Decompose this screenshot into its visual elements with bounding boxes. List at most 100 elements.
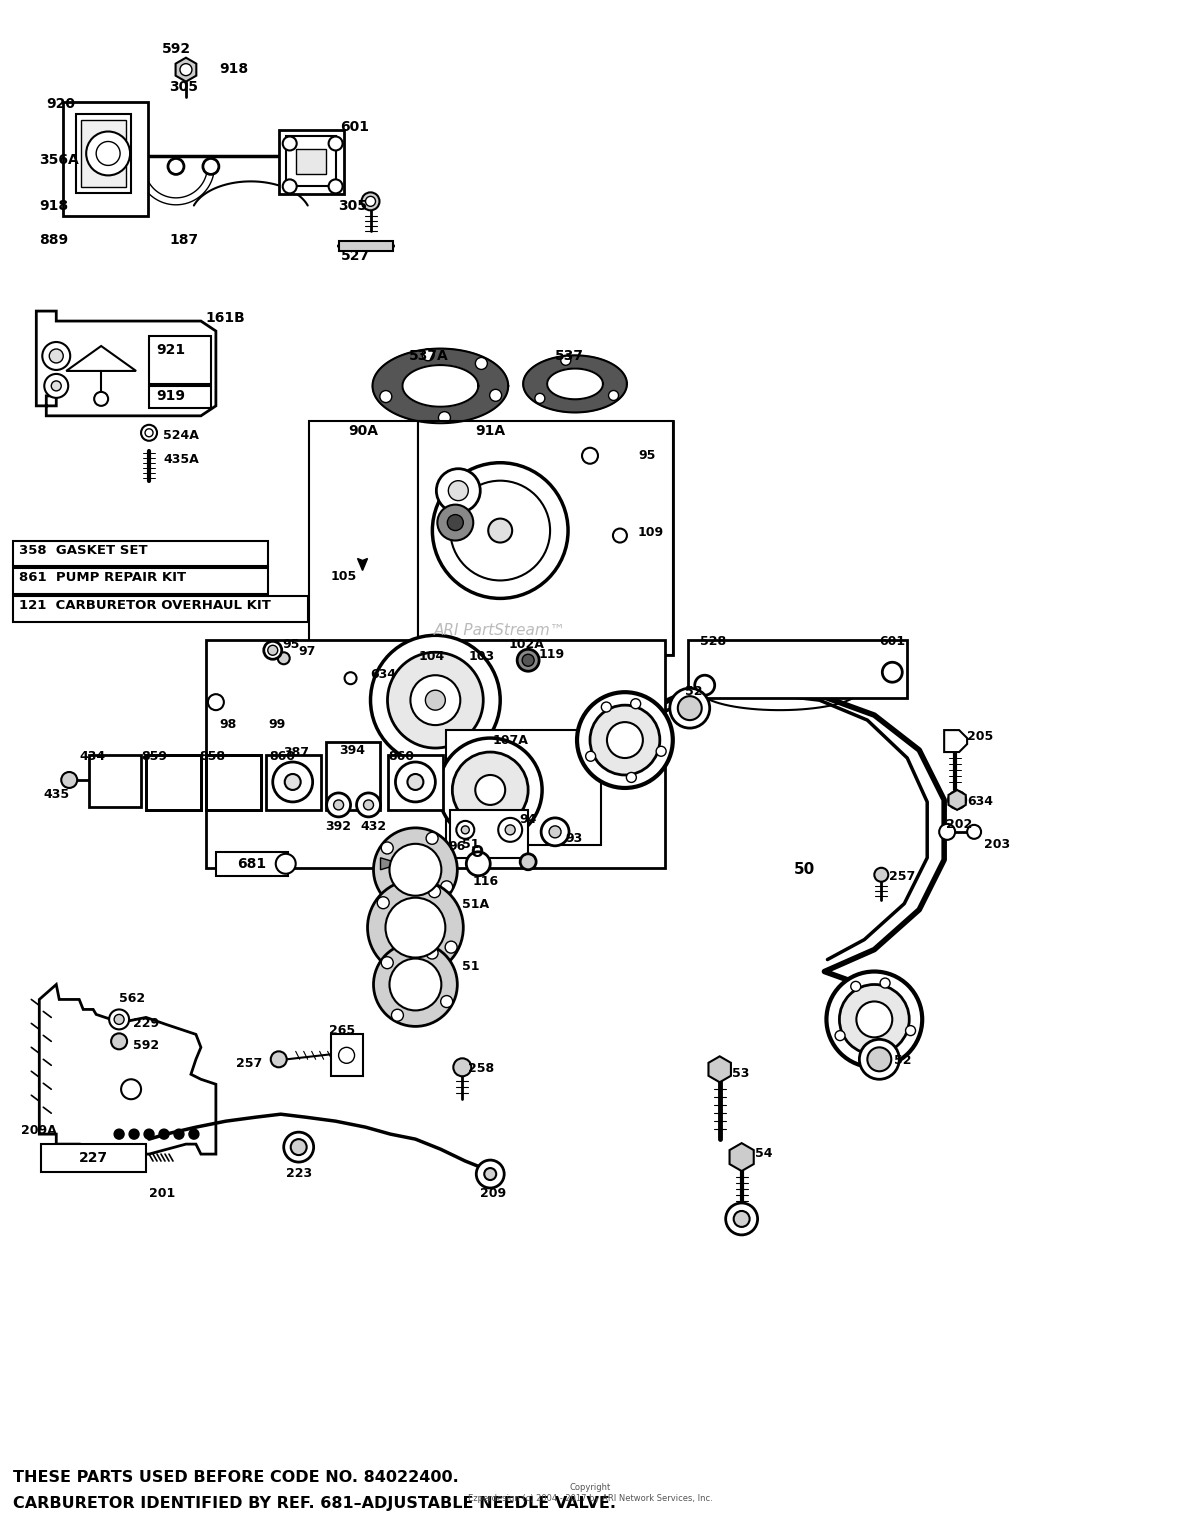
Circle shape — [366, 197, 375, 206]
Text: 358  GASKET SET: 358 GASKET SET — [19, 543, 148, 557]
Circle shape — [45, 374, 68, 398]
Circle shape — [477, 1160, 504, 1187]
Text: 53: 53 — [732, 1067, 749, 1080]
Text: 51: 51 — [463, 960, 480, 972]
Circle shape — [448, 481, 468, 501]
Circle shape — [392, 895, 404, 906]
Text: 121  CARBURETOR OVERHAUL KIT: 121 CARBURETOR OVERHAUL KIT — [19, 600, 271, 612]
Text: 98: 98 — [218, 718, 236, 731]
Text: 356A: 356A — [39, 154, 79, 168]
Polygon shape — [358, 558, 367, 571]
Circle shape — [425, 691, 445, 711]
Text: 562: 562 — [119, 992, 145, 1006]
Polygon shape — [373, 349, 509, 423]
Circle shape — [523, 654, 535, 666]
Circle shape — [208, 694, 224, 711]
Bar — [688, 640, 907, 698]
Circle shape — [438, 738, 542, 841]
Circle shape — [345, 672, 356, 684]
Circle shape — [517, 649, 539, 671]
Text: 223: 223 — [286, 1167, 312, 1180]
Text: 116: 116 — [472, 875, 498, 887]
Circle shape — [851, 981, 860, 992]
Text: 435A: 435A — [163, 452, 198, 466]
Text: 227: 227 — [79, 1150, 107, 1166]
Circle shape — [61, 772, 77, 787]
Circle shape — [94, 392, 109, 406]
Circle shape — [426, 832, 438, 844]
Circle shape — [122, 1080, 142, 1100]
Circle shape — [276, 854, 296, 874]
Text: 860: 860 — [388, 751, 414, 763]
Text: 187: 187 — [169, 234, 198, 248]
Circle shape — [168, 158, 184, 174]
Text: 305: 305 — [169, 80, 198, 94]
Text: 51: 51 — [463, 838, 480, 851]
Text: 105: 105 — [330, 571, 356, 583]
Polygon shape — [176, 58, 196, 82]
Circle shape — [451, 481, 550, 580]
Bar — [205, 755, 261, 811]
Circle shape — [114, 1129, 124, 1140]
Circle shape — [432, 463, 568, 598]
Circle shape — [361, 192, 380, 211]
Text: O: O — [470, 844, 483, 860]
Polygon shape — [944, 731, 968, 752]
Circle shape — [181, 63, 192, 75]
Circle shape — [392, 1009, 404, 1021]
Circle shape — [374, 827, 458, 912]
Circle shape — [111, 1034, 127, 1049]
Text: 528: 528 — [700, 635, 726, 649]
Text: 681: 681 — [237, 857, 267, 871]
Circle shape — [380, 391, 392, 403]
Circle shape — [284, 774, 301, 791]
Bar — [81, 120, 126, 188]
Text: 920: 920 — [46, 97, 76, 111]
Bar — [149, 386, 211, 408]
Text: 51A: 51A — [463, 898, 490, 910]
Circle shape — [452, 752, 529, 827]
Text: 95: 95 — [283, 638, 300, 651]
Circle shape — [283, 1132, 314, 1163]
Text: 889: 889 — [39, 234, 68, 248]
Text: 524A: 524A — [163, 429, 199, 441]
Circle shape — [968, 824, 981, 838]
Polygon shape — [289, 860, 380, 864]
Bar — [13, 597, 308, 623]
Text: 54: 54 — [755, 1147, 772, 1160]
Circle shape — [609, 391, 618, 400]
Bar — [13, 569, 268, 594]
Text: 392: 392 — [326, 820, 352, 834]
Circle shape — [445, 941, 457, 954]
Polygon shape — [523, 355, 627, 412]
Polygon shape — [37, 311, 216, 415]
Circle shape — [874, 867, 889, 881]
Circle shape — [264, 641, 282, 660]
Text: 93: 93 — [565, 832, 582, 844]
Circle shape — [356, 794, 380, 817]
Text: 387: 387 — [283, 746, 309, 758]
Circle shape — [42, 341, 71, 371]
Text: 394: 394 — [340, 743, 366, 757]
Circle shape — [327, 794, 350, 817]
Circle shape — [695, 675, 715, 695]
Text: 229: 229 — [133, 1018, 159, 1030]
Bar — [266, 755, 321, 811]
Circle shape — [440, 995, 453, 1007]
Circle shape — [109, 1009, 129, 1029]
Circle shape — [411, 675, 460, 724]
Circle shape — [378, 897, 389, 909]
Circle shape — [440, 881, 453, 894]
Circle shape — [461, 826, 470, 834]
Text: 257: 257 — [890, 871, 916, 883]
Text: 209: 209 — [480, 1187, 506, 1200]
Circle shape — [290, 1140, 307, 1155]
Circle shape — [144, 1129, 155, 1140]
Circle shape — [189, 1129, 199, 1140]
Circle shape — [656, 746, 667, 757]
Text: 202: 202 — [946, 818, 972, 831]
Bar — [309, 421, 673, 655]
Bar — [64, 102, 148, 217]
Circle shape — [159, 1129, 169, 1140]
Bar — [419, 421, 673, 655]
